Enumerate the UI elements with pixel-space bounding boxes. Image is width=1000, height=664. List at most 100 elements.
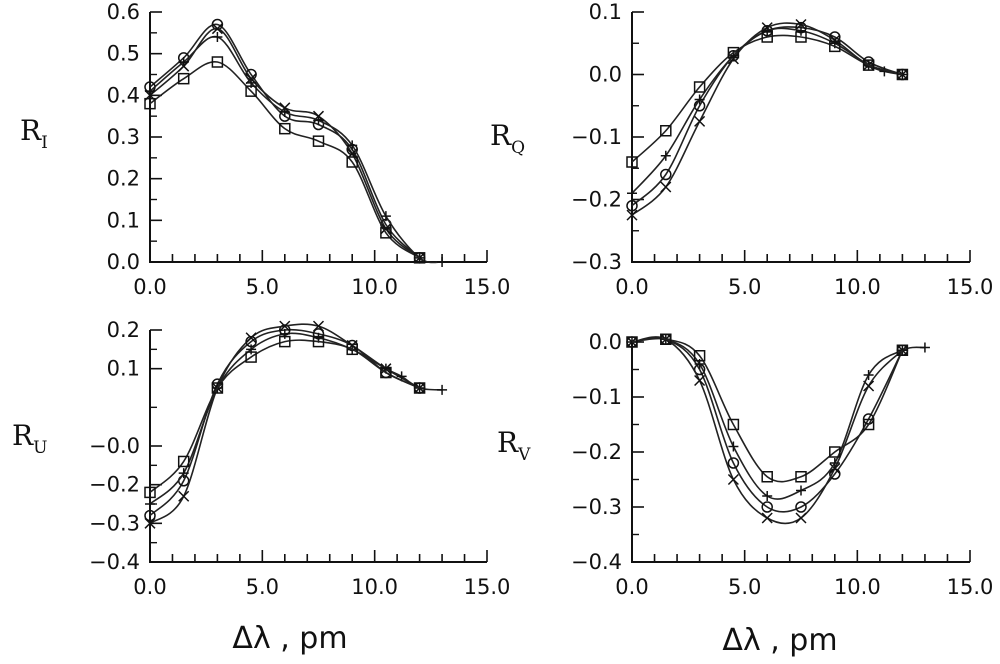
data-point-plus bbox=[145, 499, 155, 509]
data-point-plus bbox=[279, 107, 290, 117]
data-point-square bbox=[693, 350, 706, 362]
data-point-square bbox=[245, 85, 257, 97]
x-axis-label-left: Δλ , pm bbox=[232, 621, 347, 656]
axes bbox=[631, 12, 970, 263]
data-point-plus bbox=[313, 115, 324, 126]
data-point-x bbox=[279, 320, 291, 332]
y-tick-label: 0.5 bbox=[107, 42, 140, 66]
y-tick-label: 0.1 bbox=[589, 0, 622, 24]
y-axis-label-subscript: U bbox=[33, 438, 47, 458]
x-tick-label: 15.0 bbox=[464, 575, 511, 599]
y-tick-label: −0.2 bbox=[571, 440, 622, 464]
y-tick-label: −0.1 bbox=[571, 125, 622, 149]
y-axis-label-rq: RQ bbox=[490, 119, 525, 158]
data-point-square bbox=[245, 351, 257, 363]
x-tick-label: 10.0 bbox=[834, 575, 881, 599]
y-tick-label: −0.2 bbox=[89, 473, 140, 497]
x-tick-label: 10.0 bbox=[351, 275, 398, 299]
data-point-plus bbox=[863, 370, 874, 380]
y-tick-label: −0.4 bbox=[89, 550, 140, 574]
panel-ri: 0.0 5.0 10.0 15.0 0.0 0.1 0.2 0.3 0.4 0.5 0.6 RI bbox=[20, 0, 510, 299]
data-point-square bbox=[211, 382, 224, 394]
data-point-plus bbox=[796, 485, 806, 496]
data-point-square bbox=[346, 156, 358, 168]
data-point-square bbox=[795, 471, 807, 483]
y-tick-label: 0.1 bbox=[107, 357, 140, 381]
y-tick-label: 0.0 bbox=[589, 330, 622, 354]
y-axis-label-subscript: I bbox=[41, 133, 48, 153]
panel-rv: 0.0 5.0 10.0 15.0 −0.4 −0.3 −0.2 −0.1 0.0 RV bbox=[497, 330, 993, 599]
data-point-x bbox=[144, 517, 156, 529]
series-line-circle bbox=[631, 336, 904, 513]
data-point-square bbox=[761, 31, 773, 43]
data-point-square bbox=[279, 335, 291, 348]
y-tick-label: 0.4 bbox=[107, 83, 140, 107]
y-tick-label: −0.1 bbox=[571, 385, 622, 409]
data-point-square bbox=[413, 382, 426, 394]
data-point-plus bbox=[762, 25, 773, 36]
y-tick-label: −0.2 bbox=[571, 188, 622, 212]
y-tick-label: −0.3 bbox=[571, 250, 622, 274]
data-point-square bbox=[380, 366, 392, 379]
y-tick-label: 0.2 bbox=[107, 167, 140, 191]
series-line-square bbox=[631, 337, 904, 483]
data-point-x bbox=[211, 23, 223, 35]
data-point-plus bbox=[796, 25, 806, 36]
x-tick-label: 5.0 bbox=[728, 275, 761, 299]
series-line-square bbox=[149, 339, 420, 494]
data-point-x bbox=[626, 209, 638, 221]
axes bbox=[631, 342, 970, 563]
data-point-square bbox=[144, 486, 156, 499]
y-tick-label: 0.0 bbox=[107, 250, 140, 274]
data-point-x bbox=[761, 512, 773, 524]
y-tick-label: 0.0 bbox=[589, 63, 622, 87]
data-point-circle bbox=[660, 168, 672, 181]
data-point-plus bbox=[919, 342, 930, 353]
data-point-square bbox=[279, 122, 291, 135]
data-point-square bbox=[413, 252, 426, 264]
y-tick-label: −0.0 bbox=[89, 434, 140, 458]
y-tick-label: 0.2 bbox=[107, 318, 140, 342]
data-point-x bbox=[829, 462, 841, 475]
data-point-square bbox=[896, 344, 909, 356]
data-point-circle bbox=[144, 509, 156, 522]
data-point-circle bbox=[727, 457, 740, 469]
data-point-plus bbox=[762, 491, 773, 501]
data-point-x bbox=[245, 332, 257, 344]
data-point-square bbox=[211, 56, 224, 68]
data-point-square bbox=[829, 446, 841, 458]
data-point-circle bbox=[795, 501, 807, 513]
data-point-square bbox=[660, 333, 672, 345]
data-point-square bbox=[795, 31, 807, 43]
x-tick-label: 10.0 bbox=[834, 275, 881, 299]
y-tick-label: 0.6 bbox=[107, 0, 140, 24]
y-tick-label: −0.4 bbox=[571, 550, 622, 574]
x-tick-label: 5.0 bbox=[246, 275, 279, 299]
data-point-circle bbox=[626, 200, 638, 212]
data-point-square bbox=[312, 135, 325, 147]
series-line-plus bbox=[631, 27, 903, 194]
data-point-circle bbox=[761, 501, 773, 513]
x-tick-label: 15.0 bbox=[947, 575, 994, 599]
x-tick-label: 5.0 bbox=[246, 575, 279, 599]
series-line-x bbox=[149, 27, 421, 259]
data-point-plus bbox=[145, 86, 155, 97]
data-point-x bbox=[694, 374, 706, 387]
data-point-x bbox=[795, 18, 807, 31]
y-tick-label: −0.3 bbox=[571, 495, 622, 519]
data-point-square bbox=[693, 81, 706, 93]
data-point-x bbox=[795, 512, 807, 524]
y-tick-label: 0.1 bbox=[107, 208, 140, 232]
data-point-plus bbox=[694, 94, 705, 105]
data-point-plus bbox=[437, 384, 448, 395]
data-point-square bbox=[727, 46, 740, 59]
x-tick-label: 5.0 bbox=[728, 575, 761, 599]
series-line-x bbox=[631, 22, 903, 216]
data-point-square bbox=[380, 227, 392, 239]
data-point-square bbox=[626, 336, 638, 348]
x-tick-label: 0.0 bbox=[615, 275, 648, 299]
data-point-x bbox=[694, 115, 706, 127]
axes bbox=[149, 12, 487, 263]
series-line-circle bbox=[149, 23, 421, 259]
